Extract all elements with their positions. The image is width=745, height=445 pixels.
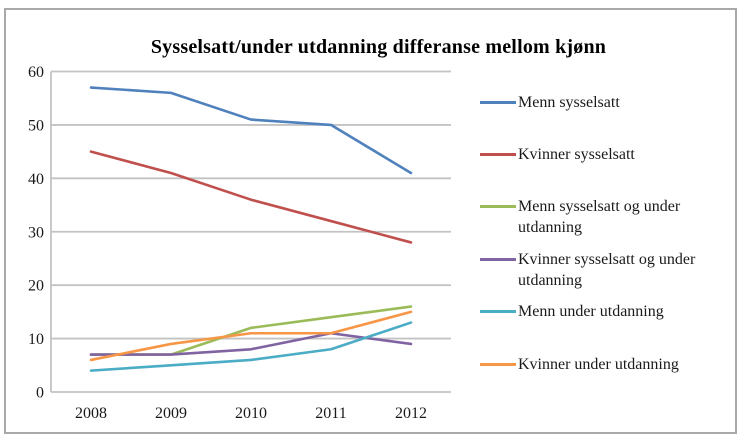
legend-swatch <box>480 363 516 366</box>
y-tick-label: 20 <box>28 278 44 295</box>
legend-swatch <box>480 101 516 104</box>
chart-figure: Sysselsatt/under utdanning differanse me… <box>4 8 737 434</box>
legend-item: Kvinner under utdanning <box>480 354 718 375</box>
legend-item: Menn sysselsatt <box>480 92 718 113</box>
series-line <box>89 150 413 244</box>
legend-swatch <box>480 153 516 156</box>
y-tick-label: 40 <box>28 171 44 188</box>
legend-item: Kvinner sysselsatt <box>480 144 718 165</box>
legend-item: Kvinner sysselsatt og under utdanning <box>480 249 718 291</box>
x-tick-label: 2009 <box>155 405 187 422</box>
legend-label: Menn sysselsatt og under utdanning <box>518 198 681 236</box>
legend-label: Kvinner under utdanning <box>518 356 679 373</box>
y-tick-label: 50 <box>28 117 44 134</box>
legend-item: Menn under utdanning <box>480 301 718 322</box>
y-tick-label: 10 <box>28 331 44 348</box>
series-line <box>89 321 413 372</box>
x-tick-label: 2010 <box>235 405 267 422</box>
series-line <box>89 305 413 356</box>
legend-label: Kvinner sysselsatt og under utdanning <box>518 251 696 289</box>
legend-swatch <box>480 205 516 208</box>
legend-swatch <box>480 310 516 313</box>
legend-label: Menn under utdanning <box>518 303 664 320</box>
x-tick-label: 2008 <box>75 405 107 422</box>
legend-label: Menn sysselsatt <box>518 94 620 111</box>
y-tick-label: 0 <box>36 385 44 402</box>
legend-label: Kvinner sysselsatt <box>518 146 635 163</box>
x-tick-label: 2012 <box>395 405 427 422</box>
legend-swatch <box>480 258 516 261</box>
series-line <box>89 310 413 362</box>
legend-item: Menn sysselsatt og under utdanning <box>480 196 718 238</box>
y-tick-label: 60 <box>28 64 44 81</box>
series-line <box>89 86 413 175</box>
chart-title: Sysselsatt/under utdanning differanse me… <box>150 36 607 58</box>
series-line <box>89 331 413 356</box>
x-tick-label: 2011 <box>315 405 346 422</box>
y-tick-label: 30 <box>28 224 44 241</box>
